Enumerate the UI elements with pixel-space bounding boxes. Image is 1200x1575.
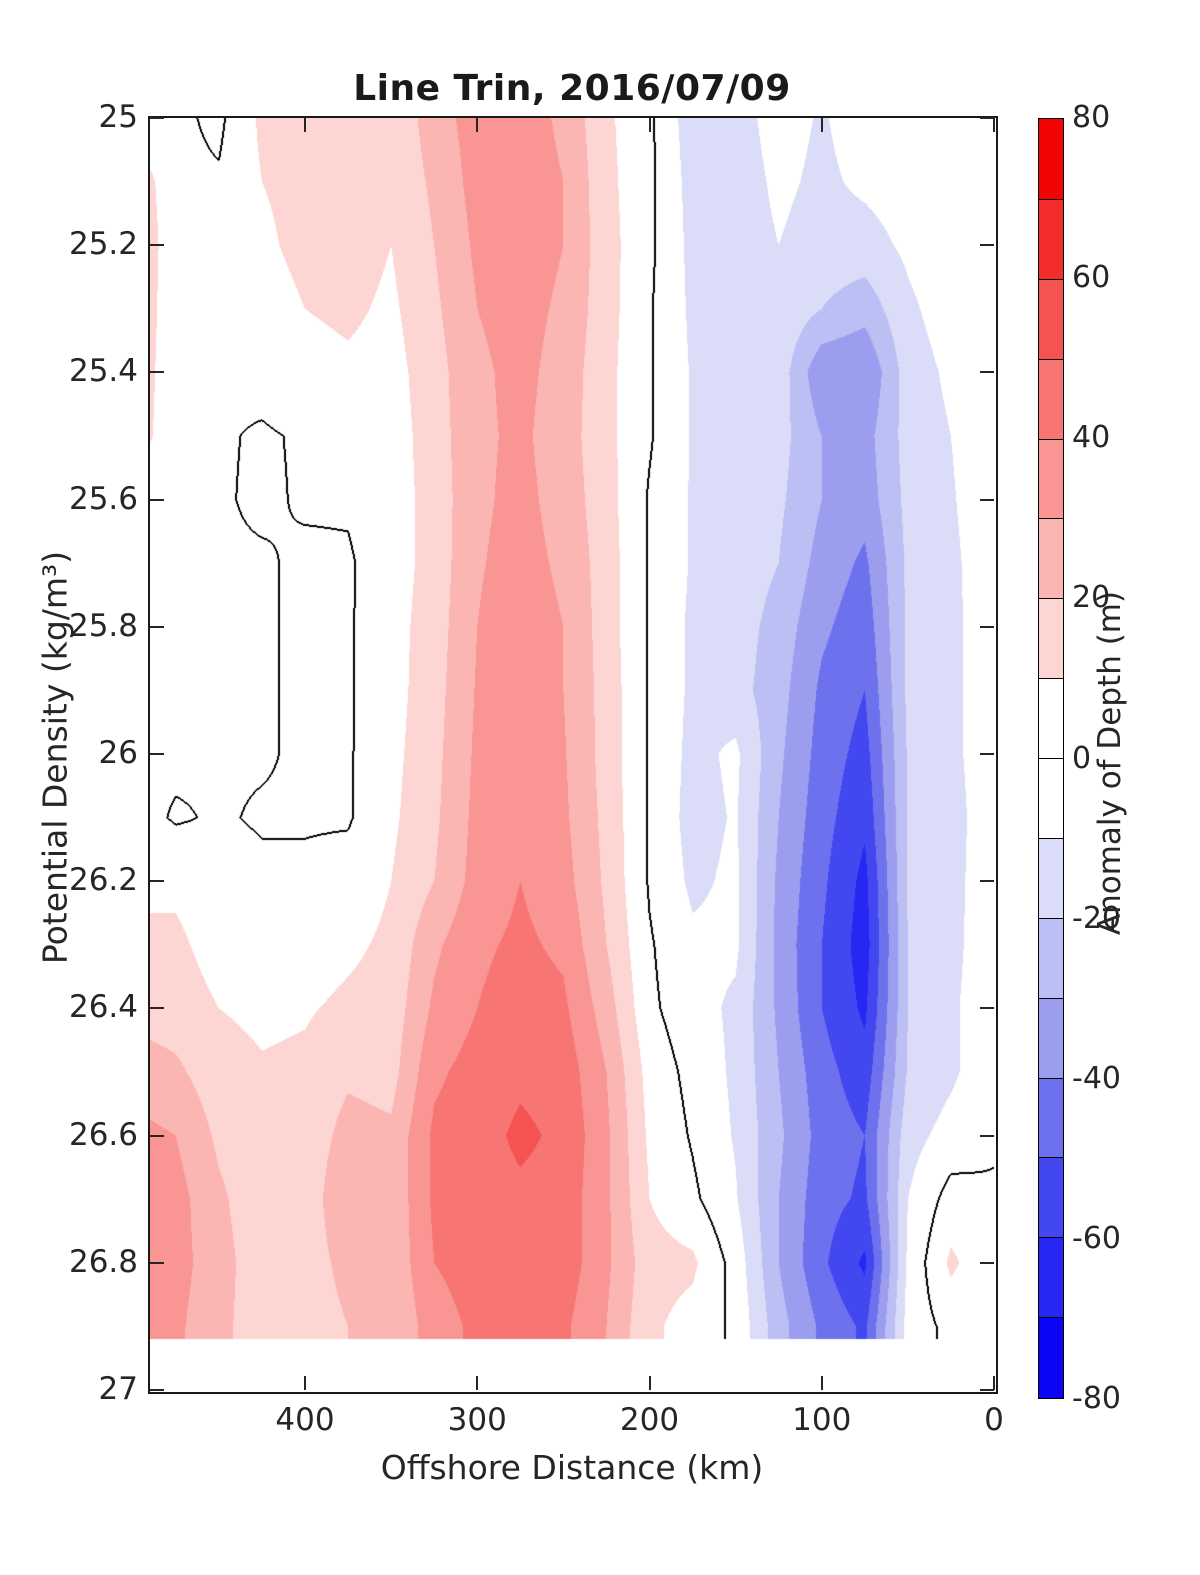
colorbar-tick-label: 20 xyxy=(1072,580,1111,616)
x-tick-mark xyxy=(304,1376,307,1390)
colorbar-segment xyxy=(1039,837,1063,919)
colorbar xyxy=(1038,118,1064,1399)
colorbar-segment xyxy=(1039,1077,1063,1159)
y-tick-label: 26.2 xyxy=(68,862,138,899)
y-tick-mark-right xyxy=(980,244,994,247)
x-tick-mark-top xyxy=(820,118,823,132)
y-tick-mark-right xyxy=(980,625,994,628)
y-tick-label: 26 xyxy=(98,735,138,771)
y-tick-mark xyxy=(150,498,164,501)
y-tick-mark xyxy=(150,880,164,883)
y-tick-mark xyxy=(150,753,164,755)
colorbar-segment xyxy=(1039,358,1063,440)
y-tick-mark-right xyxy=(980,753,994,755)
y-tick-label: 26.6 xyxy=(68,1116,138,1153)
y-tick-mark xyxy=(150,1261,164,1264)
y-tick-mark xyxy=(150,117,164,119)
x-tick-label: 400 xyxy=(275,1402,335,1438)
x-tick-mark xyxy=(476,1376,479,1390)
x-tick-mark xyxy=(648,1376,651,1390)
y-tick-mark-right xyxy=(980,1134,994,1137)
colorbar-segment xyxy=(1039,278,1063,360)
contour-plot xyxy=(150,118,994,1390)
y-tick-mark xyxy=(150,244,164,247)
x-tick-label: 0 xyxy=(984,1402,1004,1438)
colorbar-tick-label: -40 xyxy=(1072,1060,1121,1096)
x-tick-mark xyxy=(993,1376,995,1390)
colorbar-tick-label: 40 xyxy=(1072,420,1111,456)
y-tick-mark xyxy=(150,1134,164,1137)
colorbar-segment xyxy=(1039,678,1063,759)
y-tick-label: 25 xyxy=(98,99,138,135)
y-tick-mark xyxy=(150,371,164,374)
colorbar-segment xyxy=(1039,1237,1063,1319)
colorbar-tick-label: 60 xyxy=(1072,260,1111,296)
y-tick-mark xyxy=(150,1389,164,1391)
x-tick-label: 200 xyxy=(619,1402,680,1438)
x-tick-label: 100 xyxy=(792,1402,852,1438)
x-axis-label: Offshore Distance (km) xyxy=(380,1448,764,1487)
y-tick-mark-right xyxy=(980,117,994,119)
y-tick-mark xyxy=(150,625,164,628)
y-tick-mark-right xyxy=(980,498,994,501)
x-tick-mark-top xyxy=(304,118,307,132)
colorbar-segment xyxy=(1039,598,1063,680)
x-tick-label: 300 xyxy=(447,1402,507,1438)
y-tick-label: 26.4 xyxy=(68,989,138,1026)
colorbar-tick-label: -80 xyxy=(1072,1381,1121,1416)
x-tick-mark-top xyxy=(648,118,651,132)
colorbar-segment xyxy=(1039,758,1063,839)
colorbar-label: Anomaly of Depth (m) xyxy=(1092,590,1128,936)
x-tick-mark-top xyxy=(993,118,995,132)
colorbar-segment xyxy=(1039,198,1063,280)
colorbar-segment xyxy=(1039,997,1063,1079)
y-tick-mark-right xyxy=(980,1007,994,1010)
y-tick-label: 26.8 xyxy=(68,1243,138,1280)
chart-title: Line Trin, 2016/07/09 xyxy=(353,68,791,109)
colorbar-tick-label: 0 xyxy=(1072,740,1092,776)
colorbar-segment xyxy=(1039,1317,1063,1398)
colorbar-segment xyxy=(1039,1157,1063,1239)
colorbar-tick-label: 80 xyxy=(1072,100,1111,135)
colorbar-segment xyxy=(1039,917,1063,999)
x-tick-mark xyxy=(820,1376,823,1390)
y-tick-label: 25.6 xyxy=(68,480,138,517)
y-tick-label: 25.4 xyxy=(68,353,138,390)
y-axis-label: Potential Density (kg/m³) xyxy=(35,550,75,965)
y-tick-label: 25.2 xyxy=(68,226,138,263)
y-tick-mark-right xyxy=(980,880,994,883)
colorbar-segment xyxy=(1039,518,1063,600)
colorbar-segment xyxy=(1039,438,1063,520)
colorbar-segment xyxy=(1039,119,1063,200)
x-tick-mark-top xyxy=(476,118,479,132)
y-tick-mark xyxy=(150,1007,164,1010)
colorbar-tick-label: -60 xyxy=(1072,1220,1121,1256)
y-tick-mark-right xyxy=(980,371,994,374)
colorbar-tick-label: -20 xyxy=(1072,900,1121,936)
y-tick-mark-right xyxy=(980,1389,994,1391)
y-tick-label: 25.8 xyxy=(68,607,138,644)
y-tick-label: 27 xyxy=(98,1371,138,1407)
y-tick-mark-right xyxy=(980,1261,994,1264)
